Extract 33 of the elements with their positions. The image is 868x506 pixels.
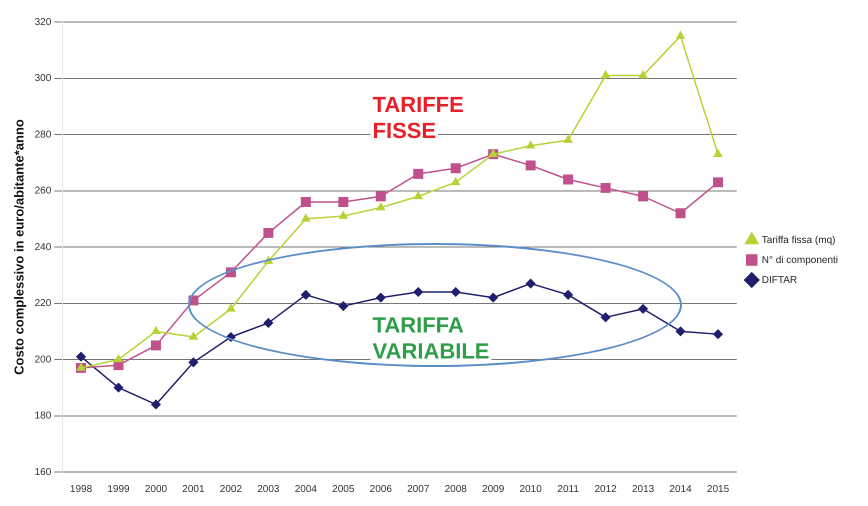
y-tick-label: 220	[34, 298, 52, 309]
y-tick-label: 240	[34, 242, 52, 253]
y-tick-label: 260	[34, 186, 52, 196]
x-tick-label: 2007	[407, 484, 430, 495]
x-tick-label: 2001	[182, 484, 205, 495]
y-tick-label: 280	[34, 129, 52, 140]
y-tick-label: 300	[34, 73, 52, 84]
legend-label: N° di componenti	[762, 254, 838, 266]
y-tick-label: 200	[34, 354, 52, 366]
x-tick-label: 2004	[294, 484, 318, 495]
x-tick-label: 2015	[706, 484, 730, 495]
annotation: TARIFFA VARIABILE	[372, 312, 490, 364]
legend-label: Tariffa fissa (mq)	[762, 234, 836, 246]
x-tick-label: 2013	[632, 484, 655, 495]
x-tick-label: 2002	[220, 484, 242, 495]
x-tick-label: 2011	[557, 484, 580, 495]
x-tick-label: 2009	[482, 484, 505, 495]
x-tick-label: 2003	[257, 484, 280, 495]
x-tick-label: 1998	[70, 484, 93, 495]
x-tick-label: 2014	[669, 484, 692, 495]
x-tick-label: 2000	[144, 484, 168, 495]
y-tick-label: 320	[34, 16, 52, 28]
x-tick-label: 2005	[332, 484, 355, 495]
x-tick-label: 1999	[107, 484, 130, 495]
y-tick-label: 180	[34, 410, 52, 422]
x-tick-label: 2006	[370, 484, 392, 495]
x-tick-label: 2008	[444, 484, 468, 495]
annotation: TARIFFE FISSE	[372, 92, 464, 143]
y-tick-label: 160	[34, 466, 52, 478]
y-axis-title: Costo complessivo in euro/abitante*anno	[11, 119, 26, 375]
x-tick-label: 2010	[520, 484, 542, 495]
x-tick-label: 2012	[594, 484, 618, 495]
legend-label: DIFTAR	[762, 274, 798, 286]
